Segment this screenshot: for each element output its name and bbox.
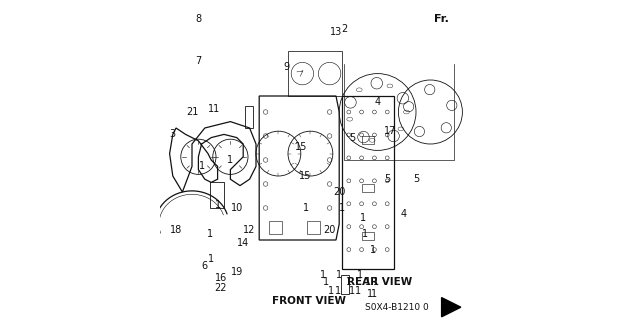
Text: FRONT VIEW: FRONT VIEW <box>272 296 346 306</box>
Text: 5: 5 <box>413 174 419 184</box>
Text: 3: 3 <box>170 129 176 140</box>
Text: 1: 1 <box>365 276 371 287</box>
Text: 4: 4 <box>374 97 381 108</box>
Bar <box>269 221 282 234</box>
Text: 15: 15 <box>294 142 307 152</box>
Text: 6: 6 <box>202 260 208 271</box>
Text: 7: 7 <box>195 56 202 66</box>
Text: 1: 1 <box>208 254 214 264</box>
Text: 1: 1 <box>349 286 355 296</box>
Text: 20: 20 <box>333 187 346 197</box>
Text: 1: 1 <box>328 286 334 296</box>
Text: 1: 1 <box>370 244 376 255</box>
Text: 1: 1 <box>323 276 330 287</box>
Text: 18: 18 <box>170 225 182 236</box>
Bar <box>245 106 253 128</box>
Text: 1: 1 <box>207 228 212 239</box>
Text: 20: 20 <box>323 225 336 236</box>
Bar <box>362 136 374 144</box>
Text: Fr.: Fr. <box>434 14 449 24</box>
Text: 22: 22 <box>214 283 227 293</box>
Text: 1: 1 <box>198 161 205 172</box>
Text: 13: 13 <box>330 27 342 37</box>
Text: 1: 1 <box>214 200 221 210</box>
Bar <box>340 275 349 294</box>
Text: 19: 19 <box>230 267 243 277</box>
Text: 1: 1 <box>320 270 326 280</box>
Text: 1: 1 <box>335 286 340 296</box>
Text: 12: 12 <box>243 225 256 236</box>
Text: 1: 1 <box>339 203 346 213</box>
Text: 16: 16 <box>214 273 227 284</box>
Text: 1: 1 <box>355 286 362 296</box>
Text: 1: 1 <box>336 270 342 280</box>
Text: 1: 1 <box>371 289 378 300</box>
Bar <box>362 232 374 240</box>
Text: 1: 1 <box>360 212 366 223</box>
Polygon shape <box>442 298 461 317</box>
Bar <box>288 51 342 96</box>
Text: 21: 21 <box>186 107 198 117</box>
Bar <box>362 184 374 192</box>
Bar <box>210 182 224 208</box>
Text: REAR VIEW: REAR VIEW <box>347 276 412 287</box>
Text: 5: 5 <box>349 132 355 143</box>
Bar <box>307 221 320 234</box>
Text: 9: 9 <box>284 62 289 72</box>
Text: 8: 8 <box>195 14 202 24</box>
Text: 1: 1 <box>362 228 368 239</box>
Text: 1: 1 <box>227 155 234 165</box>
Text: 1: 1 <box>357 270 363 280</box>
Text: 15: 15 <box>300 171 312 181</box>
Text: 1: 1 <box>373 276 379 287</box>
Text: 1: 1 <box>346 276 352 287</box>
Text: 1: 1 <box>367 289 372 300</box>
Text: 14: 14 <box>237 238 250 248</box>
Text: 11: 11 <box>208 104 221 114</box>
Text: 4: 4 <box>400 209 406 220</box>
Text: 10: 10 <box>230 203 243 213</box>
Text: 2: 2 <box>341 24 347 34</box>
Text: S0X4-B1210 0: S0X4-B1210 0 <box>365 303 429 312</box>
Text: 1: 1 <box>303 203 308 213</box>
Text: 17: 17 <box>384 126 397 136</box>
Text: 5: 5 <box>384 174 390 184</box>
